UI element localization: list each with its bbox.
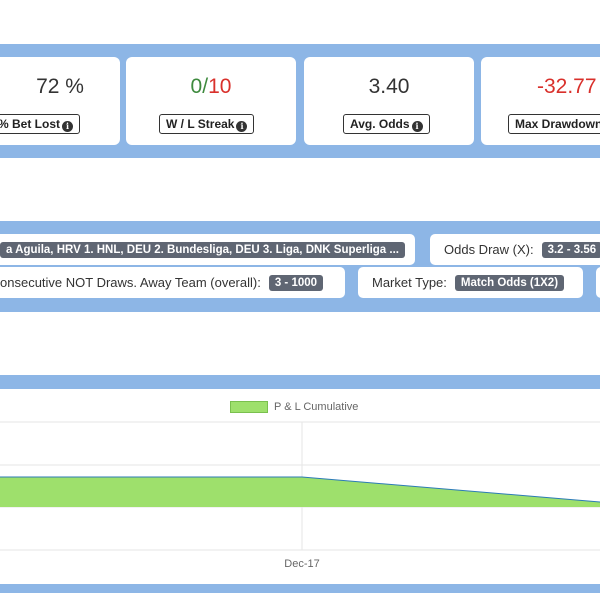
filter-leagues-value: a Aguila, HRV 1. HNL, DEU 2. Bundesliga,… (0, 241, 405, 258)
stat-label-avg-odds[interactable]: Avg. Odds i (343, 114, 430, 134)
stat-card-avg-odds: 3.40 Avg. Odds i (304, 57, 474, 145)
filter-odds-draw-value: 3.2 - 3.56 (541, 241, 600, 258)
stat-card-bet-lost: 72 % % Bet Lost i (0, 57, 120, 145)
x-tick-label: Dec-17 (284, 558, 319, 570)
wl-streak-losses: 10 (208, 75, 232, 98)
stat-card-wl-streak: 0/10 W / L Streak i (126, 57, 296, 145)
area-pl-cumulative (0, 477, 600, 507)
info-icon[interactable]: i (411, 121, 423, 132)
stat-label-max-drawdown-text: Max Drawdown (515, 117, 600, 131)
line-pl-cumulative (0, 476, 600, 503)
stat-label-bet-lost-text: % Bet Lost (0, 117, 61, 131)
stat-label-wl-streak-text: W / L Streak (166, 117, 235, 131)
filter-band: a Aguila, HRV 1. HNL, DEU 2. Bundesliga,… (0, 221, 600, 312)
chart-band: P & L Cumulative Dec-17 (0, 375, 600, 593)
filter-market-type-label: Market Type: (372, 275, 447, 290)
stat-label-max-drawdown[interactable]: Max Drawdowni (508, 114, 600, 134)
filter-chip-odds-draw[interactable]: Odds Draw (X): 3.2 - 3.56 (430, 234, 600, 265)
chart-panel: P & L Cumulative Dec-17 (0, 389, 600, 584)
filter-odds-draw-label: Odds Draw (X): (444, 242, 534, 257)
filter-chip-market-type[interactable]: Market Type: Match Odds (1X2) (358, 267, 583, 298)
stats-band: 72 % % Bet Lost i 0/10 W / L Streak i 3.40… (0, 44, 600, 158)
stat-label-bet-lost[interactable]: % Bet Lost i (0, 114, 81, 134)
stat-value-avg-odds: 3.40 (368, 75, 410, 98)
filter-chip-leagues[interactable]: a Aguila, HRV 1. HNL, DEU 2. Bundesliga,… (0, 234, 415, 265)
filter-market-type-value: Match Odds (1X2) (454, 274, 565, 291)
stat-label-avg-odds-text: Avg. Odds (350, 117, 410, 131)
filter-chip-consecutive-not-draws[interactable]: onsecutive NOT Draws. Away Team (overall… (0, 267, 345, 298)
info-icon[interactable]: i (62, 121, 74, 132)
stat-label-wl-streak[interactable]: W / L Streak i (159, 114, 255, 134)
filter-chip-next[interactable] (596, 267, 600, 298)
filter-consecutive-label: onsecutive NOT Draws. Away Team (overall… (0, 275, 261, 290)
stat-card-max-drawdown: -32.77 Max Drawdowni (481, 57, 600, 145)
wl-streak-wins: 0 (190, 75, 203, 98)
wl-streak-separator: / (202, 75, 209, 98)
info-icon[interactable]: i (236, 121, 248, 132)
chart-legend[interactable]: P & L Cumulative (230, 401, 358, 413)
stat-value-bet-lost: 72 % (36, 75, 84, 98)
legend-swatch (230, 401, 268, 413)
legend-label: P & L Cumulative (274, 401, 359, 413)
pl-cumulative-chart: Dec-17 (0, 421, 600, 570)
stat-value-wl-streak: 0/10 (126, 75, 296, 99)
filter-consecutive-value: 3 - 1000 (268, 274, 324, 291)
stat-value-max-drawdown: -32.77 (537, 75, 597, 98)
